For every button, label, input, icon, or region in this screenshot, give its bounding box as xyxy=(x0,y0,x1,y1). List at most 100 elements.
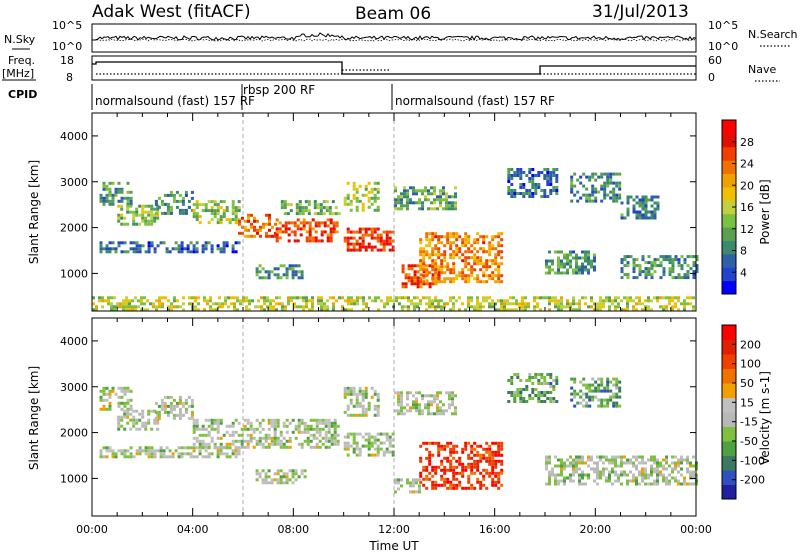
data-cell xyxy=(644,204,648,208)
data-cell xyxy=(189,455,193,459)
data-cell xyxy=(618,380,622,384)
data-cell xyxy=(525,192,529,195)
data-cell xyxy=(102,446,106,450)
data-cell xyxy=(275,236,279,240)
data-cell xyxy=(335,299,338,303)
data-cell xyxy=(451,204,454,208)
data-cell xyxy=(482,474,486,478)
data-cell xyxy=(349,444,353,448)
colorbar-swatch xyxy=(722,455,736,471)
data-cell xyxy=(606,389,610,393)
data-cell xyxy=(147,244,151,248)
data-cell xyxy=(603,193,607,197)
data-cell xyxy=(258,421,262,425)
data-cell xyxy=(304,209,308,213)
data-cell xyxy=(431,232,435,236)
data-cell xyxy=(579,380,583,384)
data-cell xyxy=(600,172,604,176)
data-cell xyxy=(248,308,251,312)
data-cell xyxy=(132,250,136,254)
data-cell xyxy=(449,253,453,257)
data-cell xyxy=(683,458,686,462)
data-cell xyxy=(482,274,486,278)
data-cell xyxy=(653,207,657,211)
data-cell xyxy=(437,465,441,469)
data-cell xyxy=(325,206,329,210)
data-cell xyxy=(605,479,608,483)
data-cell xyxy=(222,241,226,245)
data-cell xyxy=(131,299,134,303)
data-cell xyxy=(150,409,154,413)
data-cell xyxy=(548,265,551,269)
data-cell xyxy=(470,244,474,248)
data-cell xyxy=(403,195,406,199)
data-cell xyxy=(105,184,109,188)
data-cell xyxy=(238,222,241,226)
data-cell xyxy=(522,195,526,198)
data-cell xyxy=(367,438,371,442)
data-cell xyxy=(434,271,438,275)
data-cell xyxy=(626,213,630,217)
data-cell xyxy=(346,453,350,457)
data-cell xyxy=(343,410,347,414)
data-cell xyxy=(215,308,218,312)
data-cell xyxy=(626,201,630,205)
data-cell xyxy=(298,203,302,207)
data-cell xyxy=(355,239,359,243)
data-cell xyxy=(187,416,191,420)
data-cell xyxy=(581,461,584,465)
data-cell xyxy=(247,219,250,223)
data-cell xyxy=(180,455,184,459)
data-cell xyxy=(641,270,645,274)
data-cell xyxy=(419,268,423,272)
data-cell xyxy=(175,413,179,417)
data-cell xyxy=(587,268,590,272)
data-cell xyxy=(578,455,581,459)
data-cell xyxy=(138,213,142,217)
data-cell xyxy=(311,308,314,312)
data-cell xyxy=(252,430,256,434)
data-cell xyxy=(440,474,444,478)
data-cell xyxy=(385,435,389,439)
data-cell xyxy=(638,461,641,465)
data-cell xyxy=(491,477,495,481)
data-cell xyxy=(204,433,208,437)
data-cell xyxy=(373,245,377,249)
data-cell xyxy=(296,218,300,222)
data-cell xyxy=(416,279,420,283)
power-colorbar-label: Power [dB] xyxy=(758,179,772,244)
data-cell xyxy=(198,203,202,207)
data-cell xyxy=(635,210,639,214)
data-cell xyxy=(452,483,456,487)
data-cell xyxy=(449,244,453,248)
data-cell xyxy=(430,192,433,196)
data-cell xyxy=(304,206,308,210)
data-cell xyxy=(117,244,121,248)
data-cell xyxy=(263,299,266,303)
data-cell xyxy=(449,462,453,466)
data-cell xyxy=(662,258,666,262)
data-cell xyxy=(620,270,624,274)
data-cell xyxy=(150,427,154,431)
data-cell xyxy=(110,305,113,309)
data-cell xyxy=(370,190,374,194)
data-cell xyxy=(531,183,535,186)
data-cell xyxy=(578,476,581,480)
data-cell xyxy=(117,213,121,217)
data-cell xyxy=(540,394,544,397)
data-cell xyxy=(557,482,560,486)
data-cell xyxy=(482,238,486,242)
data-cell xyxy=(395,299,398,303)
data-cell xyxy=(129,190,133,194)
data-cell xyxy=(603,181,607,185)
data-cell xyxy=(436,391,439,395)
title: Adak West (fitACF) xyxy=(92,2,251,22)
data-cell xyxy=(494,459,498,463)
data-cell xyxy=(216,452,220,456)
data-cell xyxy=(428,271,432,275)
data-cell xyxy=(299,296,302,300)
data-cell xyxy=(455,477,459,481)
data-cell xyxy=(656,207,660,211)
data-cell xyxy=(482,477,486,481)
data-cell xyxy=(443,259,447,263)
